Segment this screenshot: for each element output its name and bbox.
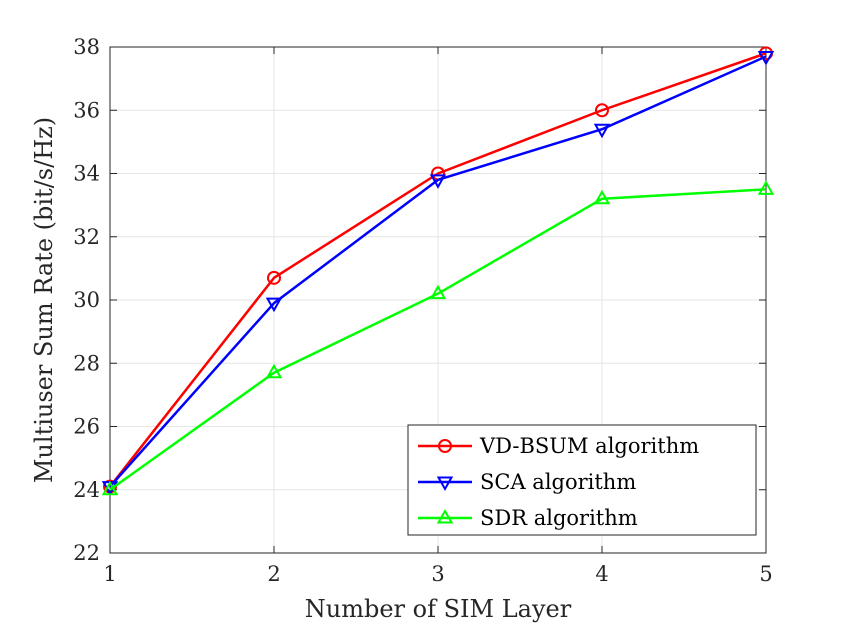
legend-marker: [438, 439, 452, 453]
y-tick-label: 38: [73, 35, 100, 59]
series-sdr-algorithm: [101, 180, 775, 496]
legend-marker: [436, 508, 454, 524]
data-point: [265, 363, 283, 379]
data-point: [593, 189, 611, 205]
data-point: [265, 297, 283, 313]
legend-label: VD-BSUM algorithm: [479, 434, 699, 458]
legend-entry: VD-BSUM algorithm: [418, 434, 699, 458]
data-point: [757, 180, 775, 195]
legend-marker: [436, 476, 454, 492]
x-tick-label: 5: [759, 562, 772, 586]
x-axis-title: Number of SIM Layer: [305, 595, 572, 623]
data-point: [101, 480, 119, 496]
legend-entry: SCA algorithm: [418, 470, 636, 494]
y-tick-label: 36: [73, 98, 100, 122]
data-point: [595, 103, 609, 118]
series-line: [109, 52, 767, 488]
series-line: [109, 188, 767, 491]
series-lines: [101, 46, 775, 496]
data-point: [757, 50, 775, 66]
y-tick-label: 26: [73, 415, 100, 439]
y-tick-label: 22: [73, 541, 100, 565]
y-tick-label: 24: [73, 478, 100, 502]
x-tick-label: 4: [595, 562, 608, 586]
y-tick-label: 34: [73, 162, 100, 186]
y-tick-label: 30: [73, 288, 100, 312]
legend-label: SCA algorithm: [480, 470, 636, 494]
data-point: [593, 123, 611, 139]
y-tick-label: 32: [73, 225, 100, 249]
data-point: [267, 270, 281, 285]
x-tick-label: 3: [431, 562, 444, 586]
legend: VD-BSUM algorithm SCA algorithm SDR algori…: [407, 424, 757, 536]
data-point: [429, 284, 447, 300]
y-tick-label: 28: [73, 351, 100, 375]
legend-label: SDR algorithm: [480, 506, 638, 530]
x-tick-label: 1: [103, 562, 116, 586]
legend-entry: SDR algorithm: [418, 506, 638, 530]
x-tick-label: 2: [267, 562, 280, 586]
y-axis-title: Multiuser Sum Rate (bit/s/Hz): [30, 117, 58, 483]
data-point: [429, 174, 447, 189]
series-line: [109, 55, 767, 488]
legend-box: [407, 424, 757, 536]
